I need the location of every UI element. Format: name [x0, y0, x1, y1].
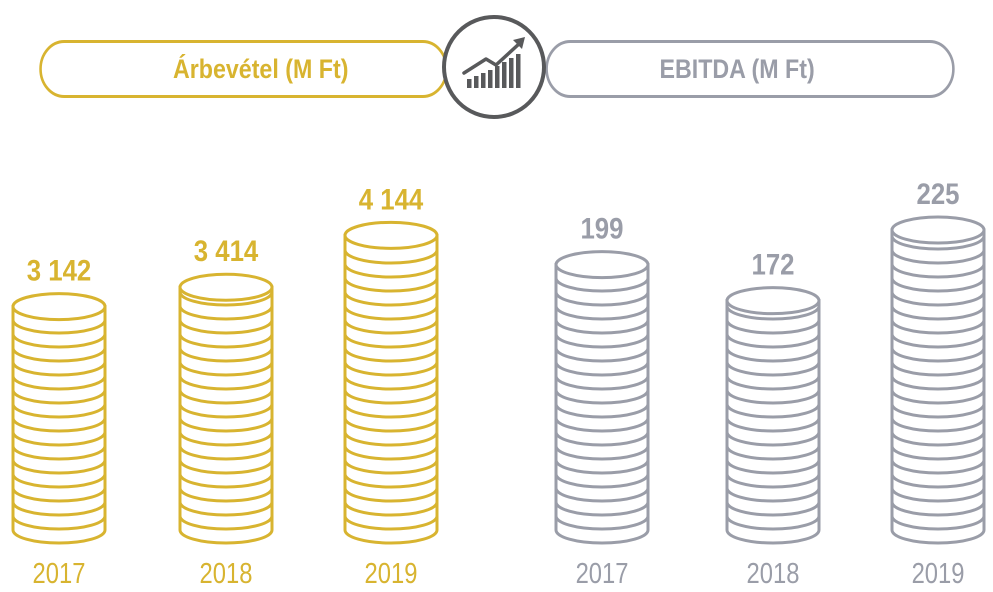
- year-tick-label: 2019: [912, 557, 965, 590]
- year-tick-label: 2019: [365, 557, 418, 590]
- coin-stack-bar: [343, 220, 439, 545]
- value-label: 4 144: [359, 183, 424, 216]
- coin-stack-bar: [725, 286, 821, 545]
- coin-stack-bar: [178, 272, 274, 545]
- year-tick-label: 2018: [747, 557, 800, 590]
- year-tick-label: 2017: [576, 557, 629, 590]
- revenue-title: Árbevétel (M Ft): [172, 53, 349, 84]
- growth-chart-icon: [462, 37, 525, 88]
- value-label: 3 142: [27, 254, 92, 287]
- ebitda-title-pill: EBITDA (M Ft): [545, 40, 955, 98]
- ebitda-title: EBITDA (M Ft): [659, 53, 815, 84]
- value-label: 199: [580, 212, 623, 245]
- revenue-title-pill: Árbevétel (M Ft): [39, 40, 448, 98]
- year-tick-label: 2018: [200, 557, 253, 590]
- value-label: 3 414: [194, 234, 259, 267]
- growth-badge: [442, 15, 546, 119]
- coin-stack-bar: [554, 250, 650, 545]
- value-label: 225: [916, 177, 959, 210]
- value-label: 172: [751, 248, 794, 281]
- coin-stack-bar: [890, 215, 986, 545]
- year-tick-label: 2017: [33, 557, 86, 590]
- coin-stack-bar: [11, 292, 107, 545]
